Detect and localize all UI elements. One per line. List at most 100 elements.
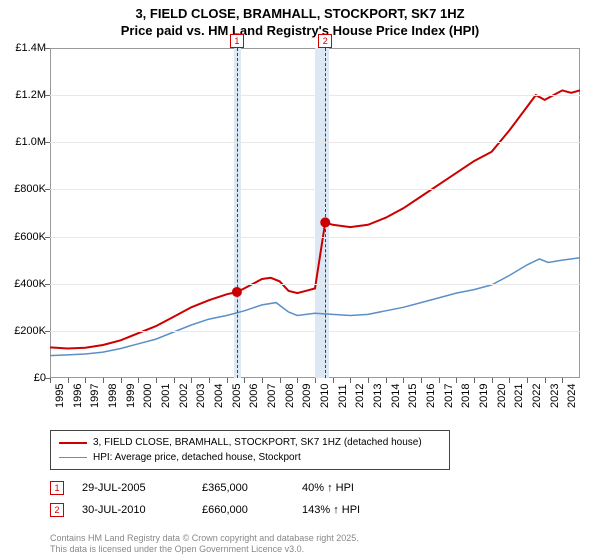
marker-date-1: 29-JUL-2005 (82, 482, 202, 494)
x-tick-label: 2008 (284, 384, 296, 408)
x-tick (386, 378, 387, 383)
x-tick (492, 378, 493, 383)
x-tick (103, 378, 104, 383)
event-label-box: 2 (318, 34, 332, 48)
x-tick (297, 378, 298, 383)
chart-title-block: 3, FIELD CLOSE, BRAMHALL, STOCKPORT, SK7… (0, 0, 600, 42)
x-tick-label: 2022 (531, 384, 543, 408)
marker-row-2: 2 30-JUL-2010 £660,000 143% ↑ HPI (50, 500, 580, 520)
x-tick (315, 378, 316, 383)
x-tick-label: 2007 (266, 384, 278, 408)
gridline (50, 142, 580, 143)
footer-attribution: Contains HM Land Registry data © Crown c… (50, 533, 359, 556)
y-tick-label: £600K (14, 231, 46, 243)
x-tick-label: 1999 (125, 384, 137, 408)
x-tick-label: 2000 (142, 384, 154, 408)
title-line-1: 3, FIELD CLOSE, BRAMHALL, STOCKPORT, SK7… (0, 6, 600, 23)
x-tick (121, 378, 122, 383)
x-tick (527, 378, 528, 383)
x-tick-label: 2016 (425, 384, 437, 408)
y-tick-label: £1.2M (15, 89, 46, 101)
y-tick-label: £1.4M (15, 42, 46, 54)
legend-swatch (59, 457, 87, 459)
legend-swatch (59, 442, 87, 444)
gridline (50, 284, 580, 285)
x-tick-label: 2020 (496, 384, 508, 408)
gridline (50, 237, 580, 238)
x-tick (474, 378, 475, 383)
x-tick-label: 2021 (513, 384, 525, 408)
y-tick (45, 142, 50, 143)
gridline (50, 331, 580, 332)
gridline (50, 189, 580, 190)
x-tick (262, 378, 263, 383)
marker-price-2: £660,000 (202, 504, 302, 516)
x-tick-label: 2005 (231, 384, 243, 408)
x-tick-label: 2017 (443, 384, 455, 408)
x-tick (244, 378, 245, 383)
x-tick (509, 378, 510, 383)
x-tick (191, 378, 192, 383)
x-tick-label: 2001 (160, 384, 172, 408)
footer-line-2: This data is licensed under the Open Gov… (50, 544, 359, 556)
marker-box-2: 2 (50, 503, 64, 517)
x-tick-label: 2015 (407, 384, 419, 408)
event-vline (237, 48, 238, 378)
x-tick (545, 378, 546, 383)
legend-text: HPI: Average price, detached house, Stoc… (93, 450, 301, 465)
x-tick (227, 378, 228, 383)
series-line-price_paid (50, 90, 580, 348)
x-tick (209, 378, 210, 383)
x-tick (368, 378, 369, 383)
x-tick-label: 2012 (354, 384, 366, 408)
x-tick-label: 2006 (248, 384, 260, 408)
x-tick (156, 378, 157, 383)
y-tick (45, 189, 50, 190)
x-tick-label: 1998 (107, 384, 119, 408)
legend-text: 3, FIELD CLOSE, BRAMHALL, STOCKPORT, SK7… (93, 435, 422, 450)
x-axis: 1995199619971998199920002001200220032004… (50, 378, 580, 428)
marker-row-1: 1 29-JUL-2005 £365,000 40% ↑ HPI (50, 478, 580, 498)
y-tick (45, 48, 50, 49)
x-tick (403, 378, 404, 383)
x-tick (68, 378, 69, 383)
x-tick-label: 2003 (195, 384, 207, 408)
x-tick-label: 2014 (390, 384, 402, 408)
y-tick (45, 95, 50, 96)
x-tick-label: 2010 (319, 384, 331, 408)
x-tick-label: 2009 (301, 384, 313, 408)
title-line-2: Price paid vs. HM Land Registry's House … (0, 23, 600, 40)
chart-svg (50, 48, 580, 378)
legend-item: 3, FIELD CLOSE, BRAMHALL, STOCKPORT, SK7… (59, 435, 441, 450)
x-tick (138, 378, 139, 383)
marker-price-1: £365,000 (202, 482, 302, 494)
x-tick (421, 378, 422, 383)
x-tick (280, 378, 281, 383)
x-tick-label: 1995 (54, 384, 66, 408)
x-tick (350, 378, 351, 383)
chart-plot-area: 12 (50, 48, 580, 378)
y-tick (45, 284, 50, 285)
marker-hpi-2: 143% ↑ HPI (302, 504, 402, 516)
x-tick-label: 2004 (213, 384, 225, 408)
y-tick-label: £800K (14, 183, 46, 195)
y-tick (45, 331, 50, 332)
x-tick (85, 378, 86, 383)
marker-date-2: 30-JUL-2010 (82, 504, 202, 516)
marker-hpi-1: 40% ↑ HPI (302, 482, 402, 494)
x-tick (174, 378, 175, 383)
x-tick (439, 378, 440, 383)
y-tick-label: £200K (14, 325, 46, 337)
event-label-box: 1 (230, 34, 244, 48)
legend-box: 3, FIELD CLOSE, BRAMHALL, STOCKPORT, SK7… (50, 430, 450, 470)
x-tick (562, 378, 563, 383)
y-axis: £0£200K£400K£600K£800K£1.0M£1.2M£1.4M (0, 48, 50, 378)
x-tick (333, 378, 334, 383)
x-tick-label: 1997 (89, 384, 101, 408)
x-tick (456, 378, 457, 383)
series-line-hpi (50, 258, 580, 356)
x-tick-label: 2011 (337, 384, 349, 408)
x-tick-label: 2023 (549, 384, 561, 408)
y-tick-label: £1.0M (15, 136, 46, 148)
x-tick-label: 2002 (178, 384, 190, 408)
